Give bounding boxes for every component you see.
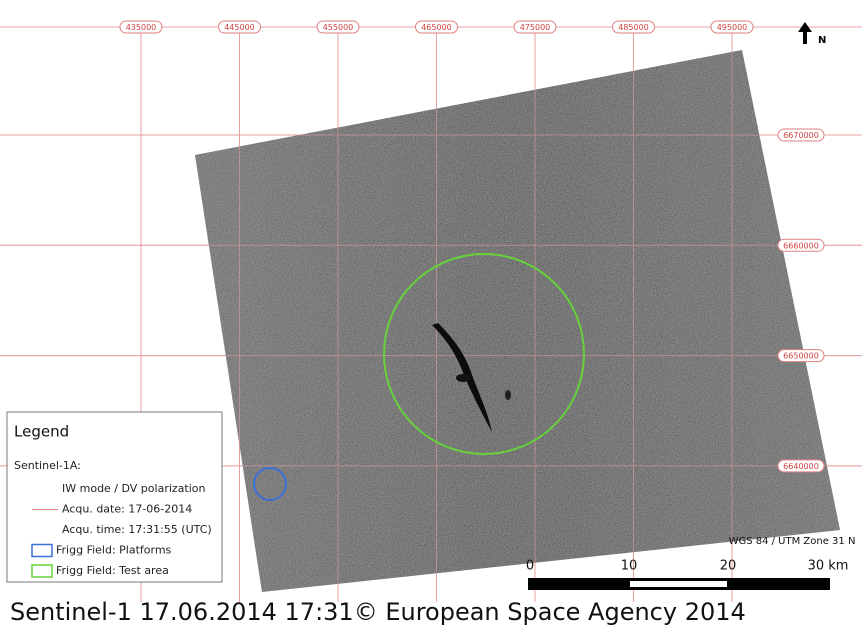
- easting-label: 455000: [323, 23, 354, 32]
- legend-group: Sentinel-1A:: [14, 459, 81, 472]
- northing-label: 6660000: [783, 241, 819, 250]
- northing-label: 6640000: [783, 462, 819, 471]
- caption: Sentinel-1 17.06.2014 17:31© European Sp…: [10, 598, 746, 626]
- legend-item: Frigg Field: Test area: [56, 564, 169, 577]
- page: {"grid": {"eastings": ["435000", "445000…: [0, 0, 862, 635]
- scale-bar-segment: [630, 581, 727, 587]
- north-label: N: [818, 35, 826, 46]
- easting-label: 495000: [717, 23, 748, 32]
- scale-label: 0: [526, 559, 534, 574]
- scale-label: 10: [621, 559, 638, 574]
- easting-label: 475000: [520, 23, 551, 32]
- slick-patch: [505, 390, 511, 400]
- scale-label: 20: [720, 559, 737, 574]
- easting-label: 465000: [421, 23, 452, 32]
- north-arrow: N: [798, 22, 826, 46]
- slick-patch: [456, 374, 470, 382]
- legend-item: Acqu. time: 17:31:55 (UTC): [62, 523, 212, 536]
- legend-title: Legend: [14, 423, 69, 441]
- sar-image: [195, 50, 840, 592]
- easting-label: 445000: [224, 23, 255, 32]
- legend-item: IW mode / DV polarization: [62, 482, 206, 495]
- scale-label: 30 km: [808, 559, 849, 574]
- legend-item: Frigg Field: Platforms: [56, 544, 172, 557]
- easting-label: 485000: [618, 23, 649, 32]
- legend-item: Acqu. date: 17-06-2014: [62, 503, 192, 516]
- northing-label: 6650000: [783, 352, 819, 361]
- crs: WGS 84 / UTM Zone 31 N: [729, 536, 856, 547]
- map: 435000 445000 455000 465000 475000 485000 4950…: [0, 0, 862, 635]
- scale-bar: 0 10 20 30 km: [526, 559, 849, 591]
- arrow: [798, 22, 812, 44]
- northing-label: 6670000: [783, 131, 819, 140]
- easting-label: 435000: [126, 23, 157, 32]
- legend: Legend Sentinel-1A: IW mode / DV polariz…: [7, 412, 222, 582]
